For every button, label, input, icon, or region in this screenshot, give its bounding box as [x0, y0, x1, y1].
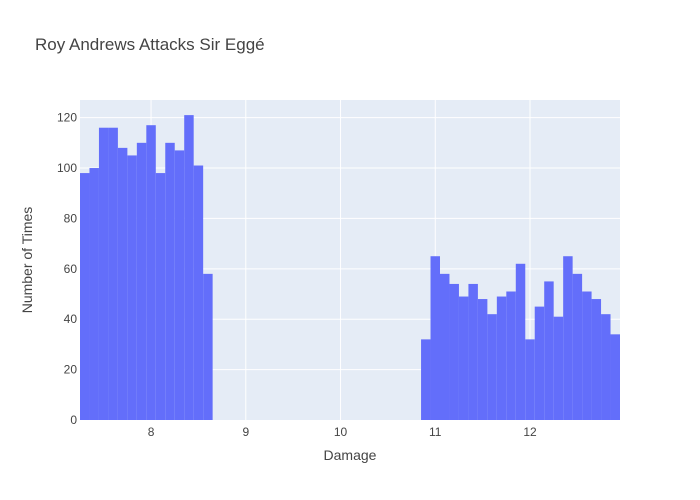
- x-tick-label: 11: [429, 425, 442, 439]
- histogram-bar[interactable]: [534, 306, 545, 420]
- histogram-bar[interactable]: [544, 281, 554, 420]
- histogram-bar[interactable]: [572, 273, 583, 420]
- histogram-bar[interactable]: [421, 339, 431, 420]
- histogram-bar[interactable]: [591, 299, 602, 420]
- histogram-bar[interactable]: [458, 296, 469, 420]
- y-axis-title: Number of Times: [19, 207, 35, 314]
- histogram-bar[interactable]: [553, 316, 564, 420]
- histogram-bar[interactable]: [506, 291, 516, 420]
- histogram-bar[interactable]: [449, 283, 459, 420]
- x-tick-label: 9: [242, 425, 249, 439]
- y-tick-label: 80: [64, 211, 78, 225]
- histogram-bar[interactable]: [193, 165, 204, 420]
- histogram-bar[interactable]: [610, 334, 620, 420]
- histogram-bar[interactable]: [203, 273, 213, 420]
- chart-title: Roy Andrews Attacks Sir Eggé: [35, 35, 265, 54]
- histogram-bar[interactable]: [89, 168, 99, 420]
- histogram-bar[interactable]: [165, 142, 175, 420]
- y-tick-label: 60: [64, 262, 78, 276]
- histogram-bar[interactable]: [496, 296, 507, 420]
- x-axis-ticks: 8 9 10 11 12: [148, 425, 537, 439]
- x-axis-title: Damage: [324, 447, 377, 463]
- histogram-bar[interactable]: [174, 150, 185, 420]
- x-tick-label: 10: [334, 425, 348, 439]
- y-tick-label: 120: [57, 111, 77, 125]
- histogram-bar[interactable]: [515, 263, 526, 420]
- histogram-bar[interactable]: [117, 147, 128, 420]
- histogram-bar[interactable]: [582, 291, 592, 420]
- histogram-bar[interactable]: [155, 173, 166, 420]
- histogram-bar[interactable]: [184, 115, 194, 421]
- histogram-bar[interactable]: [136, 142, 147, 420]
- histogram-bar[interactable]: [601, 314, 611, 420]
- x-tick-label: 12: [523, 425, 537, 439]
- histogram-bar[interactable]: [108, 127, 118, 420]
- bars: [80, 115, 620, 421]
- histogram-bar[interactable]: [80, 173, 90, 420]
- histogram-bar[interactable]: [440, 273, 450, 420]
- histogram-bar[interactable]: [127, 155, 137, 420]
- y-tick-label: 20: [64, 363, 78, 377]
- histogram-bar[interactable]: [146, 125, 156, 421]
- histogram-bar[interactable]: [487, 314, 497, 420]
- y-tick-label: 40: [64, 312, 78, 326]
- histogram-bar[interactable]: [468, 283, 478, 420]
- y-axis-ticks: 0 20 40 60 80 100 120: [57, 111, 77, 427]
- histogram-bar[interactable]: [98, 127, 109, 420]
- histogram-bar[interactable]: [477, 299, 488, 420]
- x-tick-label: 8: [148, 425, 155, 439]
- y-tick-label: 100: [57, 161, 77, 175]
- histogram-bar[interactable]: [430, 256, 440, 420]
- histogram-bar[interactable]: [563, 256, 573, 420]
- histogram-bar[interactable]: [525, 339, 535, 420]
- y-tick-label: 0: [70, 413, 77, 427]
